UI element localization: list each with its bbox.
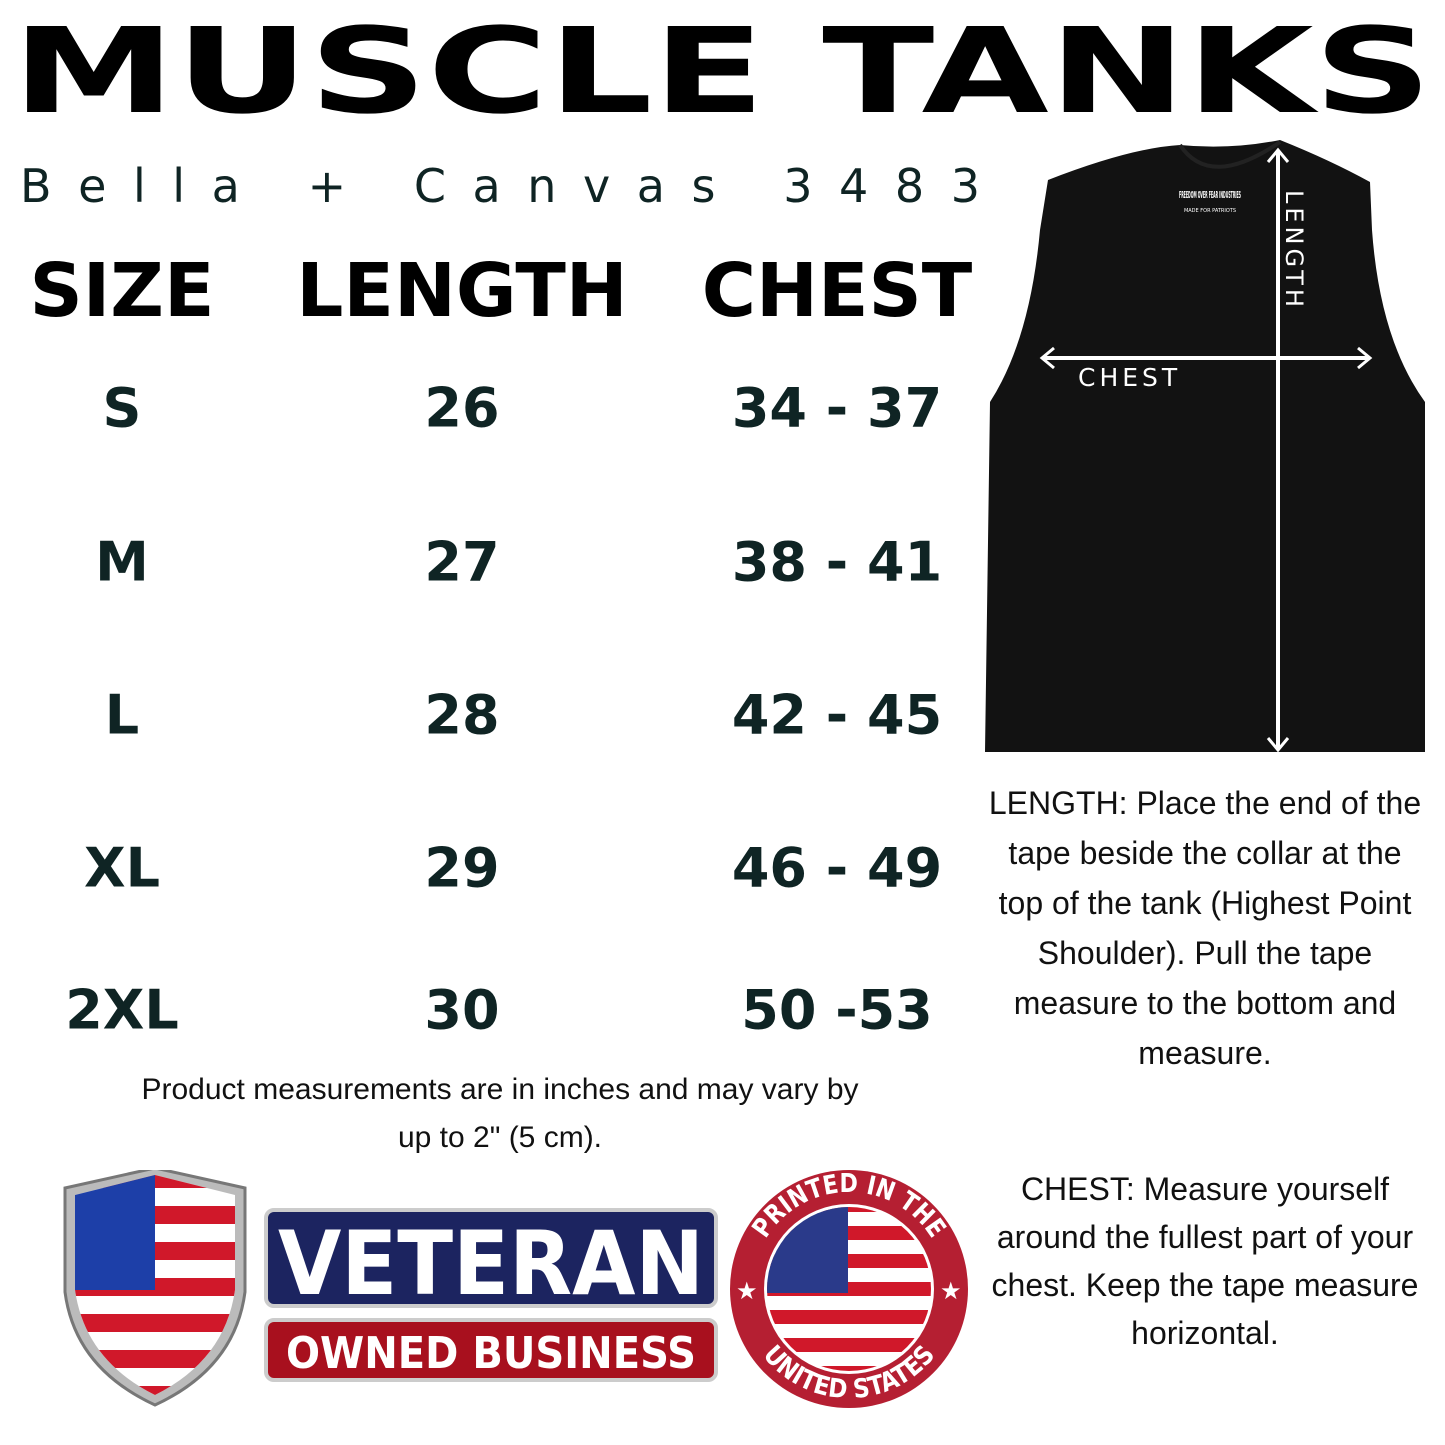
cell-size: M: [95, 530, 149, 594]
star-icon: ★: [736, 1277, 758, 1305]
printed-in-usa-seal: PRINTED IN THE UNITED STATES ★ ★: [730, 1169, 968, 1408]
cell-size: L: [104, 683, 140, 747]
header-length: LENGTH: [296, 248, 628, 334]
length-instructions: LENGTH: Place the end of the tape beside…: [988, 785, 1422, 1071]
flag-stripe: [75, 1350, 235, 1368]
length-label: LENGTH: [1280, 190, 1308, 311]
tank-shape: [985, 140, 1425, 752]
cell-length: 28: [424, 683, 500, 747]
veteran-text: VETERAN: [278, 1212, 704, 1304]
flag-stripe: [767, 1310, 931, 1324]
measurement-note: Product measurements are in inches and m…: [141, 1073, 859, 1154]
flag-shield-icon: [63, 1170, 247, 1407]
header-size: SIZE: [29, 248, 215, 334]
tag-brand: FREEDOM OVER FEAR INDUSTRIES: [1179, 190, 1241, 201]
cell-length: 27: [424, 530, 500, 594]
header-chest: CHEST: [701, 248, 973, 334]
chest-label: CHEST: [1078, 363, 1181, 392]
veteran-badge-top: VETERAN: [264, 1208, 718, 1315]
cell-length: 26: [424, 376, 500, 440]
cell-chest: 42 - 45: [731, 683, 943, 747]
product-subtitle: Bella + Canvas 3483: [20, 159, 980, 213]
tag-tagline: MADE FOR PATRIOTS: [1184, 208, 1236, 214]
cell-size: XL: [83, 836, 161, 900]
flag-stripe: [75, 1314, 235, 1332]
cell-length: 30: [424, 978, 500, 1042]
page-title: MUSCLE TANKS: [12, 2, 1432, 140]
owned-business-text: OWNED BUSINESS: [286, 1328, 696, 1378]
cell-size: 2XL: [65, 978, 179, 1042]
star-icon: ★: [940, 1277, 962, 1305]
cell-chest: 46 - 49: [731, 836, 943, 900]
tank-diagram: FREEDOM OVER FEAR INDUSTRIES MADE FOR PA…: [985, 140, 1425, 753]
cell-chest: 38 - 41: [731, 530, 943, 594]
cell-chest: 34 - 37: [731, 376, 943, 440]
flag-stripe: [767, 1207, 931, 1212]
cell-length: 29: [424, 836, 500, 900]
chest-instructions: CHEST: Measure yourself around the fulle…: [991, 1171, 1419, 1351]
header: MUSCLE TANKS Bella + Canvas 3483: [12, 2, 1432, 213]
flag-stripe: [75, 1386, 235, 1395]
flag-stripe: [767, 1366, 931, 1371]
flag-stripe: [767, 1338, 931, 1352]
cell-size: S: [102, 376, 142, 440]
cell-chest: 50 -53: [741, 978, 933, 1042]
veteran-badge-bottom: OWNED BUSINESS: [264, 1318, 718, 1382]
